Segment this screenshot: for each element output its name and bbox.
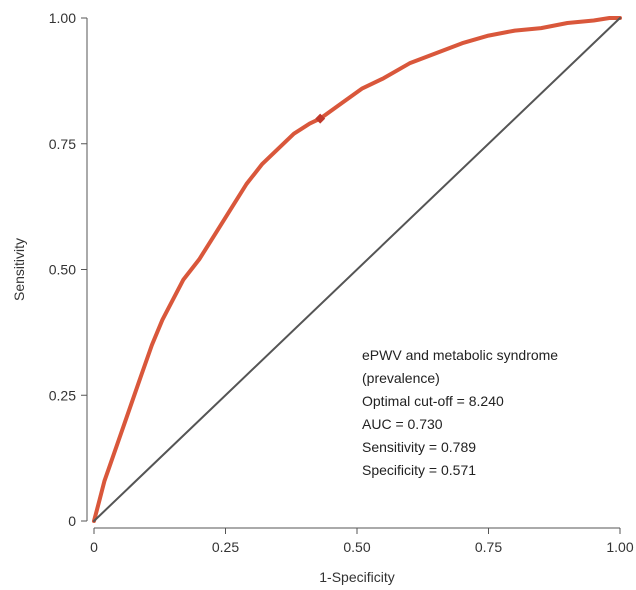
annotation-line: Specificity = 0.571 — [362, 462, 476, 478]
optimal-cutoff-marker — [315, 113, 326, 124]
annotation-line: AUC = 0.730 — [362, 416, 443, 432]
x-tick-label: 0.25 — [212, 539, 239, 555]
annotation-line: ePWV and metabolic syndrome — [362, 347, 558, 363]
x-tick-label: 0.75 — [475, 539, 502, 555]
reference-diagonal — [93, 17, 621, 522]
y-tick-label: 0 — [68, 513, 76, 529]
x-ticks: 0 0.25 0.50 0.75 1.00 — [90, 528, 634, 555]
x-tick-label: 0 — [90, 539, 98, 555]
x-axis-title: 1-Specificity — [319, 569, 394, 585]
annotation-line: Sensitivity = 0.789 — [362, 439, 476, 455]
series-layer — [92, 16, 622, 523]
y-tick-label: 0.75 — [49, 136, 76, 152]
y-tick-label: 0.25 — [49, 387, 76, 403]
annotation-line: Optimal cut-off = 8.240 — [362, 393, 504, 409]
y-ticks: 0 0.25 0.50 0.75 1.00 — [49, 10, 87, 529]
annotation-layer: ePWV and metabolic syndrome (prevalence) O… — [362, 347, 558, 478]
x-tick-label: 0.50 — [343, 539, 370, 555]
y-tick-label: 0.50 — [49, 262, 76, 278]
roc-curve — [92, 16, 622, 523]
y-tick-label: 1.00 — [49, 10, 76, 26]
annotation-line: (prevalence) — [362, 370, 440, 386]
x-tick-label: 1.00 — [606, 539, 633, 555]
y-axis-title: Sensitivity — [11, 238, 27, 301]
